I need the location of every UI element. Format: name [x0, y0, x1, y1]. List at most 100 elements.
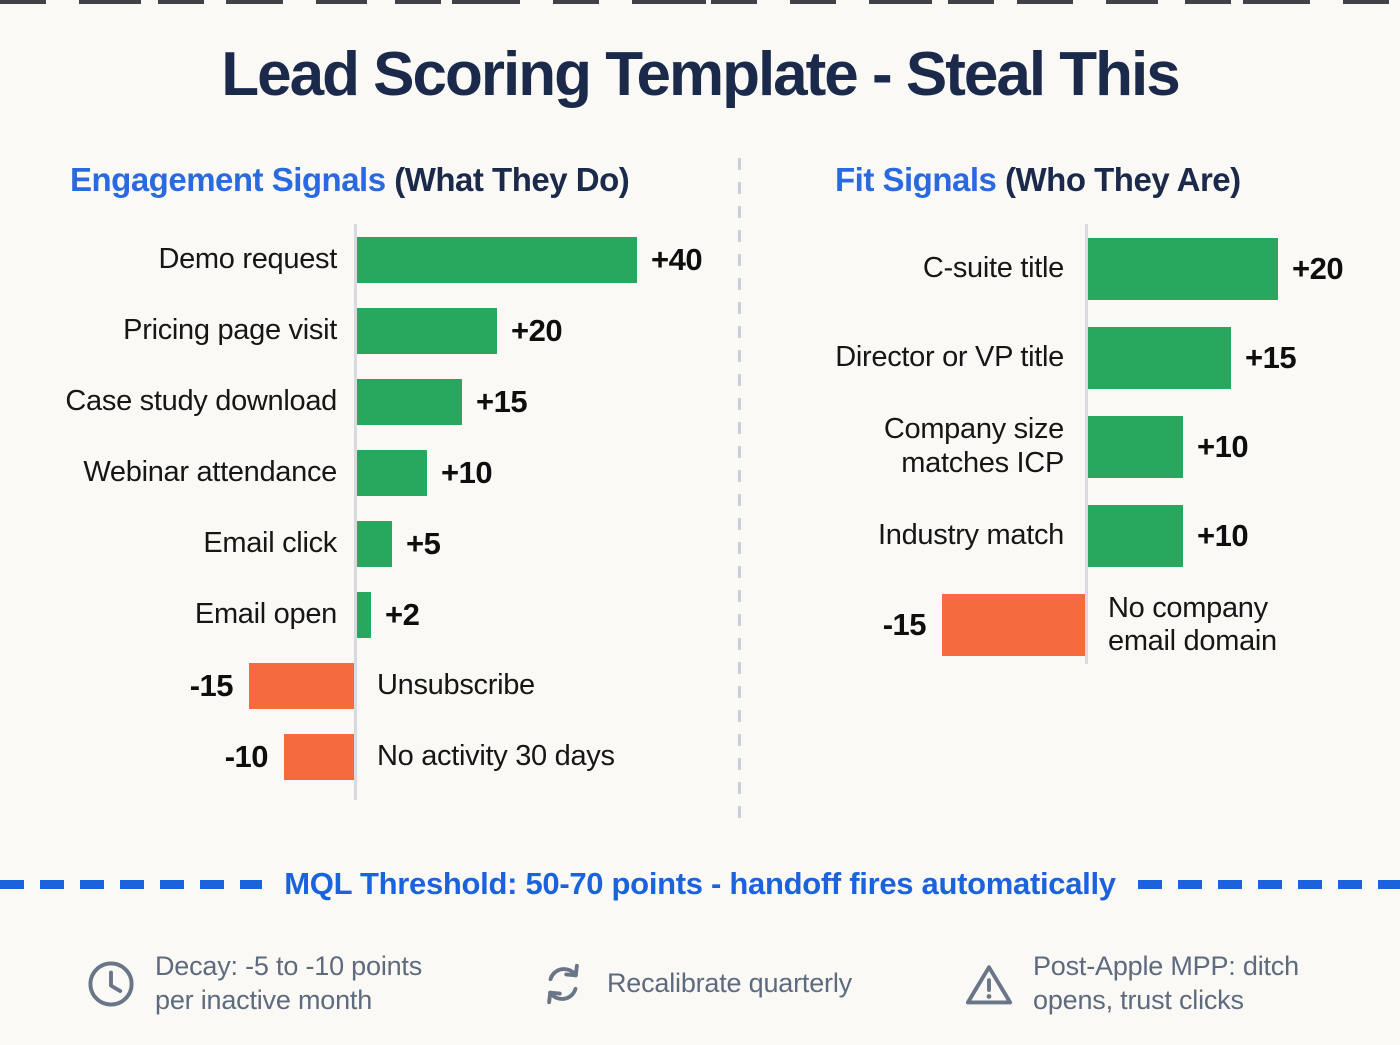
value-label: +40	[651, 241, 703, 277]
bar-email-click	[357, 520, 392, 567]
value-label: -15	[189, 667, 234, 703]
category-label: Pricing page visit	[123, 313, 337, 346]
engagement-bar-chart: Demo request +40 Pricing page visit +20 …	[0, 224, 740, 800]
footer-note-text: Post-Apple MPP: ditch opens, trust click…	[1033, 950, 1299, 1018]
row-demo-request: Demo request +40	[0, 224, 740, 295]
fit-heading-subtitle: (Who They Are)	[996, 161, 1241, 198]
label-zone: -15	[835, 580, 1088, 669]
section-divider	[738, 158, 741, 820]
bar-industry-match	[1088, 504, 1183, 567]
row-email-click: Email click +5	[0, 508, 740, 579]
footer-note-mpp: Post-Apple MPP: ditch opens, trust click…	[963, 948, 1299, 1020]
bar-unsubscribe	[249, 662, 354, 709]
label-zone: Industry match	[835, 491, 1088, 580]
label-zone: C-suite title	[835, 224, 1088, 313]
row-industry-match: Industry match +10	[835, 491, 1400, 580]
bar-zone: +2	[357, 579, 740, 650]
fit-bar-chart: C-suite title +20 Director or VP title +…	[835, 224, 1400, 669]
row-no-company-email: -15 No company email domain	[835, 580, 1400, 669]
label-zone: Email click	[0, 508, 357, 579]
threshold-dash-right	[1137, 879, 1400, 889]
row-pricing-page-visit: Pricing page visit +20	[0, 295, 740, 366]
fit-axis-line	[1085, 224, 1088, 664]
bar-zone: +15	[357, 366, 740, 437]
value-label: +5	[406, 525, 441, 561]
label-zone: Webinar attendance	[0, 437, 357, 508]
footer-note-recalibrate: Recalibrate quarterly	[537, 948, 852, 1020]
row-email-open: Email open +2	[0, 579, 740, 650]
refresh-icon	[537, 958, 589, 1010]
category-label: Demo request	[158, 242, 337, 275]
value-label: +20	[511, 312, 563, 348]
category-label: No activity 30 days	[377, 739, 615, 772]
value-label: +15	[476, 383, 528, 419]
fit-heading-accent: Fit Signals	[835, 161, 997, 198]
engagement-axis-line	[354, 224, 357, 800]
category-label: Director or VP title	[835, 340, 1064, 373]
row-company-size-icp: Company size matches ICP +10	[835, 402, 1400, 491]
bar-director-vp-title	[1088, 326, 1231, 389]
value-label: +15	[1245, 339, 1297, 375]
footer-note-line: Post-Apple MPP: ditch	[1033, 951, 1299, 982]
category-label: No company email domain	[1108, 592, 1277, 657]
label-zone: -10	[0, 721, 357, 792]
page-title: Lead Scoring Template - Steal This	[221, 40, 1181, 109]
bar-c-suite-title	[1088, 237, 1278, 300]
threshold-dash-left	[0, 879, 263, 889]
value-label: -15	[882, 606, 927, 642]
bar-case-study-download	[357, 378, 462, 425]
row-director-vp-title: Director or VP title +15	[835, 313, 1400, 402]
label-zone: Case study download	[0, 366, 357, 437]
footer-note-line: opens, trust clicks	[1033, 985, 1244, 1015]
row-webinar-attendance: Webinar attendance +10	[0, 437, 740, 508]
footer-note-line: Recalibrate quarterly	[607, 968, 852, 999]
bar-webinar-attendance	[357, 449, 427, 496]
bar-zone: No activity 30 days	[357, 721, 740, 792]
label-zone: Demo request	[0, 224, 357, 295]
bar-zone: +20	[1088, 224, 1400, 313]
bar-demo-request	[357, 236, 637, 283]
footer-note-decay: Decay: -5 to -10 points per inactive mon…	[85, 948, 422, 1020]
footer-note-line: per inactive month	[155, 985, 373, 1015]
footer-note-line: Decay: -5 to -10 points	[155, 951, 423, 982]
category-label: C-suite title	[922, 251, 1064, 284]
bar-no-company-email	[942, 593, 1085, 656]
bar-zone: +40	[357, 224, 740, 295]
label-zone: Email open	[0, 579, 357, 650]
value-label: +10	[1197, 428, 1249, 464]
bar-zone: +5	[357, 508, 740, 579]
category-label: Case study download	[65, 384, 337, 417]
row-unsubscribe: -15 Unsubscribe	[0, 650, 740, 721]
category-label: Unsubscribe	[377, 668, 535, 701]
bar-pricing-page-visit	[357, 307, 497, 354]
bar-zone: +15	[1088, 313, 1400, 402]
engagement-heading-subtitle: (What They Do)	[385, 161, 630, 198]
bar-zone: +20	[357, 295, 740, 366]
mql-threshold-banner: MQL Threshold: 50-70 points - handoff fi…	[0, 866, 1400, 902]
value-label: +20	[1292, 250, 1344, 286]
bar-zone: +10	[1088, 402, 1400, 491]
value-label: +10	[441, 454, 493, 490]
fit-section-heading: Fit Signals (Who They Are)	[835, 160, 1241, 200]
bar-email-open	[357, 591, 371, 638]
threshold-label: MQL Threshold: 50-70 points - handoff fi…	[284, 866, 1116, 901]
bar-zone: No company email domain	[1088, 580, 1400, 669]
category-label: Company size matches ICP	[883, 413, 1064, 479]
footer-note-text: Recalibrate quarterly	[607, 967, 852, 1001]
bar-zone: +10	[357, 437, 740, 508]
row-case-study-download: Case study download +15	[0, 366, 740, 437]
footer-note-text: Decay: -5 to -10 points per inactive mon…	[155, 950, 422, 1018]
value-label: +2	[385, 596, 420, 632]
category-label: Email open	[194, 597, 337, 630]
category-label: Email click	[203, 526, 337, 559]
bar-zone: +10	[1088, 491, 1400, 580]
category-label: Webinar attendance	[83, 455, 337, 488]
bar-company-size-icp	[1088, 415, 1183, 478]
row-no-activity: -10 No activity 30 days	[0, 721, 740, 792]
label-zone: Director or VP title	[835, 313, 1088, 402]
label-zone: -15	[0, 650, 357, 721]
label-zone: Company size matches ICP	[835, 402, 1088, 491]
category-label: Industry match	[878, 518, 1064, 551]
cropped-top-dashes	[0, 0, 1400, 4]
